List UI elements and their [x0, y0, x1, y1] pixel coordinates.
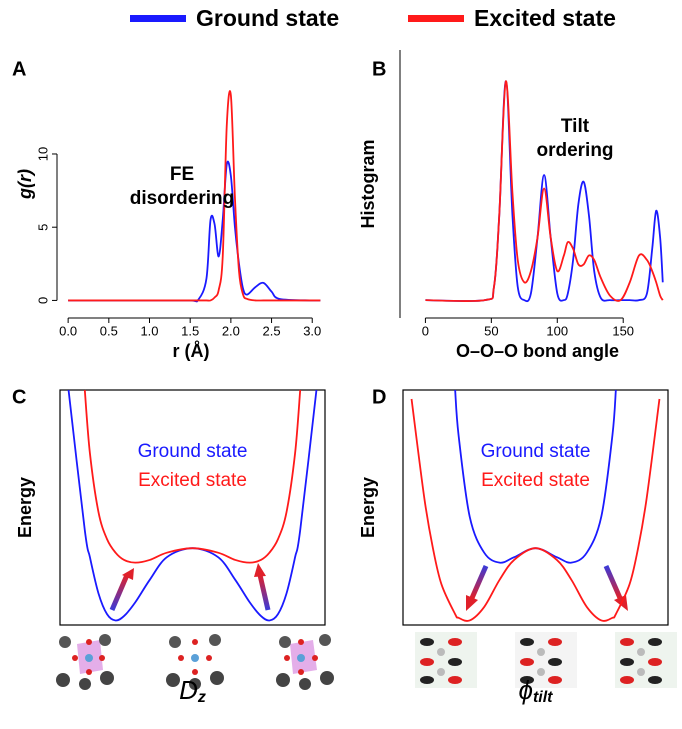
x-axis-label: ϕtilt: [518, 675, 553, 706]
x-axis-label: r (Å): [173, 341, 210, 361]
line-series: [425, 80, 664, 303]
line-series: [68, 90, 321, 302]
y-tick-label: 0: [35, 297, 50, 304]
x-tick-label: 2.0: [222, 323, 240, 338]
x-tick-label: 2.5: [263, 323, 281, 338]
x-tick-label: 1.5: [181, 323, 199, 338]
legend-label: Ground state: [481, 441, 591, 462]
plot-lines: [67, 389, 318, 622]
line-series: [425, 80, 664, 303]
arrows: [109, 563, 628, 611]
panel-letter: C: [12, 386, 26, 408]
x-tick-label: 0: [422, 323, 429, 338]
x-tick-label: 100: [546, 323, 568, 338]
x-tick-label: 3.0: [303, 323, 321, 338]
panel-letter: B: [372, 58, 386, 80]
legend-label: Ground state: [138, 441, 248, 462]
line-series: [410, 398, 661, 622]
x-label-sub: tilt: [533, 689, 553, 706]
legend-swatch: [408, 15, 464, 22]
plot-frame: [59, 389, 326, 626]
x-tick-label: 1.0: [140, 323, 158, 338]
line-series: [83, 389, 302, 564]
line-series: [67, 389, 318, 622]
legend-swatch: [130, 15, 186, 22]
structure-images: [56, 632, 677, 690]
x-label-sub: z: [197, 689, 206, 706]
x-axis-label: O–O–O bond angle: [456, 341, 619, 361]
plot-lines: [68, 90, 321, 303]
panel-letter: D: [372, 386, 386, 408]
x-tick-label: 150: [612, 323, 634, 338]
y-axis-label: Histogram: [358, 139, 378, 228]
plot-lines: [425, 80, 664, 303]
x-tick-label: 0.5: [100, 323, 118, 338]
legend-label: Ground state: [196, 5, 339, 31]
x-tick-label: 50: [484, 323, 498, 338]
x-label-main: D: [179, 675, 198, 705]
panel-letter: A: [12, 58, 26, 80]
annotation: FE: [170, 164, 194, 185]
x-label-main: ϕ: [518, 675, 532, 705]
annotation: ordering: [536, 140, 613, 161]
annotation: Tilt: [561, 116, 590, 137]
y-axis-label: Energy: [358, 477, 378, 538]
plot-frame: [402, 389, 669, 626]
legend-label: Excited state: [481, 470, 590, 491]
legend-label: Excited state: [138, 470, 247, 491]
x-tick-label: 0.0: [59, 323, 77, 338]
y-axis-label: Energy: [15, 477, 35, 538]
annotation: disordering: [130, 188, 235, 209]
plot-lines: [410, 389, 661, 622]
x-axis-label: Dz: [179, 675, 206, 706]
y-axis-label: g(r): [15, 169, 35, 200]
y-tick-label: 10: [35, 147, 50, 161]
y-tick-label: 5: [35, 224, 50, 231]
legend-label: Excited state: [474, 5, 616, 31]
line-series: [68, 160, 321, 303]
